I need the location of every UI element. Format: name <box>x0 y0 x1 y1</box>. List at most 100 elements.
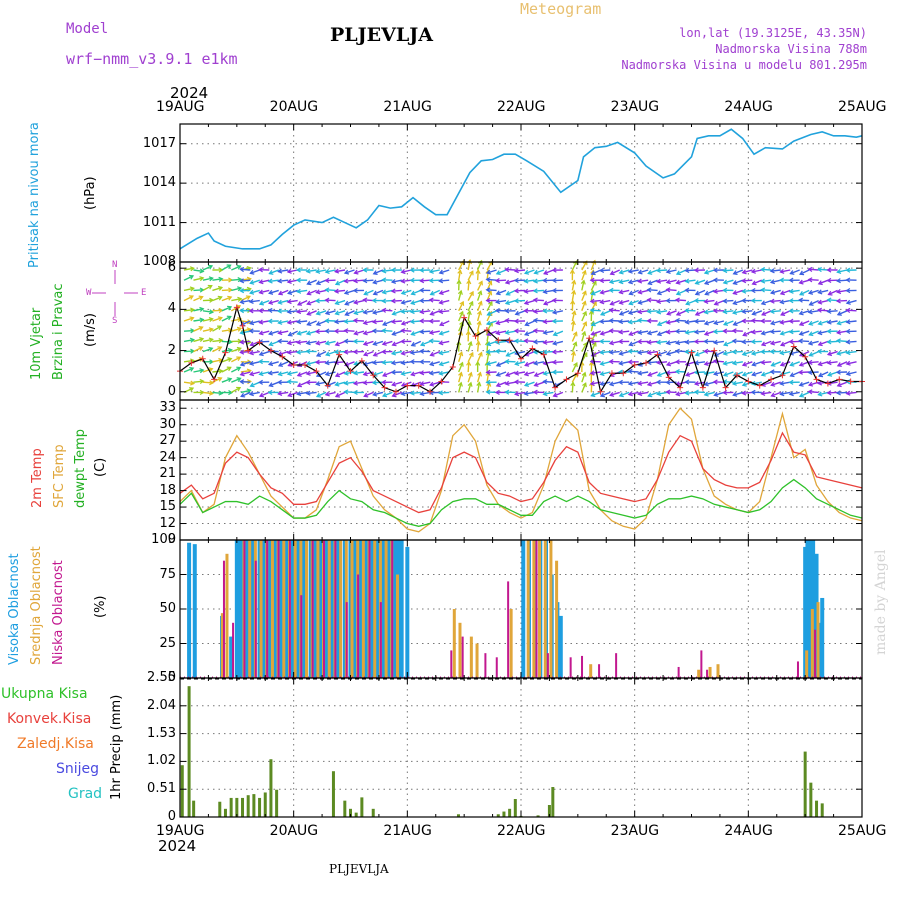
wind-arrowhead <box>760 330 766 336</box>
wind-arrow <box>240 279 251 282</box>
wind-arrow <box>439 299 450 304</box>
wind-arrowhead <box>344 361 350 367</box>
wind-arrowhead <box>684 339 690 345</box>
wind-arrowhead <box>208 316 214 323</box>
wind-arrowhead <box>674 348 680 354</box>
wind-arrow <box>363 371 374 376</box>
wind-arrow <box>183 367 194 373</box>
wind-arrowhead <box>636 339 642 345</box>
wind-arrow <box>439 320 450 326</box>
wind-arrow <box>240 330 251 334</box>
y-tick-label: 12 <box>159 515 176 531</box>
wind-arrowhead <box>647 371 653 377</box>
wind-arrowhead <box>504 380 510 386</box>
wind-arrow <box>183 308 195 312</box>
wind-arrow <box>476 301 483 312</box>
grid-lines <box>180 124 862 817</box>
wind-arrowhead <box>267 389 273 396</box>
wind-arrowhead <box>239 288 245 294</box>
wind-arrowhead <box>287 392 293 398</box>
wind-arrowhead <box>344 311 350 316</box>
wind-arrowhead <box>591 341 597 347</box>
wind-arrowhead <box>532 288 538 294</box>
wind-arrowhead <box>845 307 851 313</box>
wind-arrow <box>524 299 535 305</box>
y-tick-label: 33 <box>159 400 176 416</box>
wind-arrow <box>704 299 715 303</box>
wind-arrowhead <box>798 321 804 326</box>
wind-arrowhead <box>371 328 377 334</box>
panel-frame <box>179 677 863 818</box>
wind-arrowhead <box>419 341 426 347</box>
mid-cloud-bar <box>305 540 309 678</box>
wind-arrowhead <box>675 290 681 296</box>
wind-arrow <box>524 350 535 356</box>
wind-arrowhead <box>845 319 851 325</box>
wind-arrow <box>808 340 819 345</box>
wind-arrow <box>231 386 241 394</box>
wind-arrowhead <box>826 339 832 345</box>
wind-arrowhead <box>286 268 292 274</box>
wind-arrow <box>268 289 279 294</box>
wind-arrowhead <box>277 299 283 305</box>
wind-arrowhead <box>286 349 292 355</box>
wind-arrow <box>278 320 289 324</box>
mid-cloud-bar <box>716 664 720 678</box>
wind-arrow <box>268 361 279 366</box>
panel-frame <box>179 123 863 263</box>
wind-arrow <box>297 391 308 395</box>
wind-arrow <box>647 330 658 335</box>
wind-speed-marker <box>370 372 377 379</box>
wind-speed-marker <box>665 374 672 381</box>
wind-arrowhead <box>305 370 311 376</box>
wind-arrow <box>212 339 223 343</box>
wind-arrow <box>695 289 706 296</box>
precip-bar <box>513 799 517 817</box>
wind-arrow <box>600 299 611 304</box>
wind-speed-marker <box>677 384 684 391</box>
precip-bar <box>223 808 227 817</box>
wind-arrowhead <box>239 278 245 284</box>
mid-cloud-bar <box>543 540 547 678</box>
wind-arrowhead <box>381 379 387 385</box>
wind-arrowhead <box>741 278 747 284</box>
wind-arrow <box>553 340 564 345</box>
wind-arrow <box>410 320 421 323</box>
wind-arrowhead <box>817 341 823 347</box>
wind-arrow <box>467 361 470 373</box>
wind-arrow <box>183 338 194 343</box>
wind-arrow <box>288 361 298 367</box>
wind-arrowhead <box>571 279 577 285</box>
wind-arrowhead <box>477 371 483 377</box>
wind-arrowhead <box>514 391 520 397</box>
wind-arrow <box>780 320 791 324</box>
wind-arrow <box>278 279 289 283</box>
wind-arrowhead <box>590 392 596 398</box>
wind-arrowhead <box>845 299 851 305</box>
sfc-temp-label: SFC Temp <box>52 444 67 508</box>
wind-arrowhead <box>627 359 633 365</box>
wind-arrowhead <box>227 377 233 383</box>
low-cloud-bar <box>266 540 269 678</box>
wind-arrowhead <box>599 338 604 344</box>
wind-arrowhead <box>324 297 330 303</box>
wind-speed-marker <box>518 355 524 362</box>
wind-arrowhead <box>372 270 378 275</box>
wind-arrowhead <box>352 380 358 386</box>
wind-arrowhead <box>305 361 311 366</box>
wind-arrow <box>344 299 355 306</box>
low-cloud-bar <box>677 666 680 678</box>
wind-arrowhead <box>514 310 520 316</box>
wind-arrow <box>647 340 658 344</box>
wind-arrow <box>335 289 346 293</box>
wind-arrowhead <box>703 320 709 326</box>
wind-arrow <box>571 382 574 393</box>
wind-arrow <box>278 371 289 376</box>
wind-arrowhead <box>581 371 587 377</box>
wind-arrowhead <box>428 277 434 284</box>
wind-arrowhead <box>381 328 387 334</box>
wind-arrowhead <box>240 321 246 327</box>
wind-arrow <box>818 289 829 294</box>
wind-arrow <box>609 309 620 312</box>
wind-arrowhead <box>646 339 652 345</box>
